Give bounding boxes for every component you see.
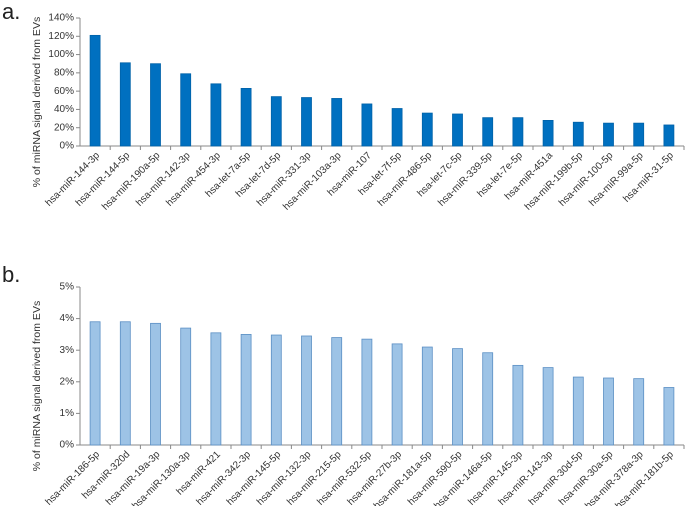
bar xyxy=(89,34,101,147)
x-tick-label: hsa-miR-145-3p xyxy=(466,449,525,506)
x-tick-label: hsa-miR-186-5p xyxy=(44,449,103,506)
x-tick-label: hsa-miR-142-3p xyxy=(134,150,193,209)
x-tick-label: hsa-miR-100-5p xyxy=(557,150,616,209)
bar xyxy=(542,120,554,147)
bar xyxy=(119,62,131,147)
y-tick-label: 120% xyxy=(48,31,74,42)
bar xyxy=(603,122,614,147)
x-tick-label: hsa-miR-342-3p xyxy=(195,449,254,506)
bar xyxy=(633,122,645,147)
x-tick-label: hsa-miR-145-5p xyxy=(225,449,284,506)
bar xyxy=(180,73,192,147)
bar xyxy=(421,112,433,147)
x-tick-label: hsa-miR-532-5p xyxy=(315,449,374,506)
bar xyxy=(452,113,463,147)
y-tick-label: 3% xyxy=(60,345,75,356)
bar xyxy=(331,337,343,446)
panel-label: a. xyxy=(2,0,20,24)
y-tick-label: 1% xyxy=(60,408,75,419)
y-tick-label: 2% xyxy=(60,376,75,387)
bar xyxy=(633,378,645,446)
y-tick-label: 140% xyxy=(48,13,74,24)
bar xyxy=(270,334,282,446)
bar xyxy=(572,376,584,446)
x-tick-label: hsa-miR-30d-5p xyxy=(527,449,586,506)
bar xyxy=(663,387,675,446)
bar xyxy=(391,343,403,446)
bar xyxy=(361,338,373,446)
bar xyxy=(180,327,192,446)
x-tick-label: hsa-miR-339-5p xyxy=(436,150,495,209)
bar xyxy=(361,103,373,147)
bar xyxy=(421,346,433,446)
bar xyxy=(89,321,101,446)
bar xyxy=(542,367,554,446)
bar xyxy=(240,88,252,147)
bar xyxy=(512,117,524,147)
panel-label: b. xyxy=(2,262,20,287)
bar xyxy=(210,83,222,147)
y-axis-label: % of miRNA signal derived from EVs xyxy=(31,301,43,471)
bar xyxy=(150,63,161,147)
bar xyxy=(331,98,343,147)
y-tick-label: 40% xyxy=(54,104,74,115)
y-tick-label: 60% xyxy=(54,86,74,97)
bar xyxy=(119,321,131,446)
bar xyxy=(512,364,524,446)
bar xyxy=(482,117,494,147)
y-tick-label: 0% xyxy=(60,141,75,152)
x-tick-label: hsa-miR-27b-3p xyxy=(346,449,405,506)
x-tick-label: hsa-miR-215-5p xyxy=(285,449,344,506)
y-tick-label: 5% xyxy=(60,282,75,293)
bar xyxy=(482,352,494,446)
bar xyxy=(301,335,312,446)
x-tick-label: hsa-miR-143-3p xyxy=(497,449,556,506)
y-tick-label: 20% xyxy=(54,122,74,133)
bar xyxy=(391,108,403,147)
y-tick-label: 100% xyxy=(48,49,74,60)
y-axis-label: % of miRNA signal derived from EVs xyxy=(31,17,43,187)
bar xyxy=(452,348,463,446)
x-tick-label: hsa-miR-144-5p xyxy=(74,150,133,209)
bar xyxy=(270,96,282,147)
bar xyxy=(240,333,252,446)
bar xyxy=(663,124,675,147)
y-tick-label: 80% xyxy=(54,67,74,78)
x-tick-label: hsa-miR-99a-5p xyxy=(587,150,646,209)
x-tick-label: hsa-miR-486-5p xyxy=(376,150,435,209)
bar xyxy=(603,377,614,446)
x-tick-label: hsa-miR-132-3p xyxy=(255,449,314,506)
bar xyxy=(150,322,161,446)
y-tick-label: 4% xyxy=(60,313,75,324)
x-tick-label: hsa-miR-30a-5p xyxy=(557,449,616,506)
y-tick-label: 0% xyxy=(60,440,75,451)
bar xyxy=(301,97,312,147)
x-tick-label: hsa-miR-590-5p xyxy=(406,449,465,506)
x-tick-label: hsa-miR-454-3p xyxy=(164,150,223,209)
bar xyxy=(210,332,222,446)
x-tick-label: hsa-miR-19a-3p xyxy=(104,449,163,506)
x-tick-label: hsa-miR-144-3p xyxy=(44,150,103,209)
x-tick-label: hsa-miR-331-3p xyxy=(255,150,314,209)
bar xyxy=(572,121,584,147)
